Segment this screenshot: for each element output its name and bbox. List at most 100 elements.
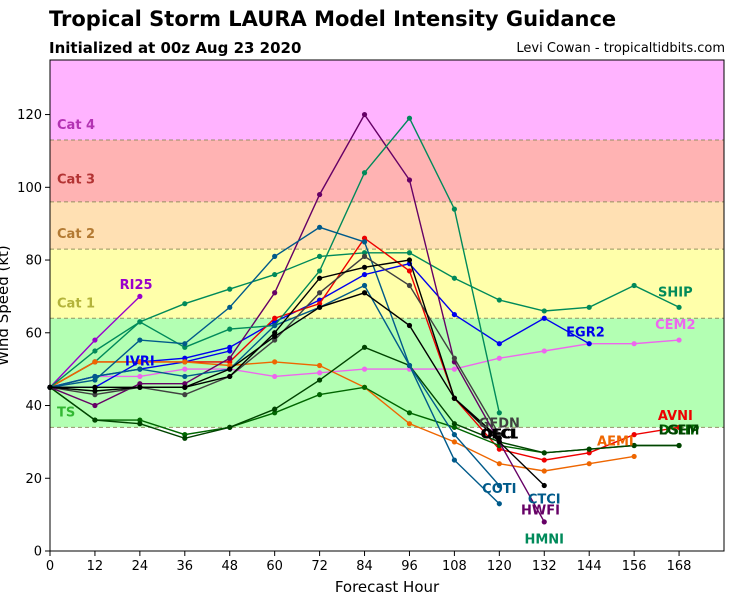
series-point-gfdn bbox=[496, 432, 502, 438]
series-point-ri25 bbox=[92, 337, 98, 343]
series-point-cem2 bbox=[182, 366, 188, 372]
series-label-ship: SHIP bbox=[658, 285, 693, 300]
x-tick-label: 12 bbox=[87, 559, 104, 574]
series-point-lgem bbox=[92, 417, 98, 423]
series-label-hwfi: HWFI bbox=[521, 504, 560, 519]
series-point-ofci bbox=[227, 373, 233, 380]
y-tick-label: 40 bbox=[25, 399, 42, 414]
series-point-ofci bbox=[496, 439, 502, 445]
series-point-lgem bbox=[182, 435, 188, 441]
series-point-ofci bbox=[317, 275, 323, 281]
series-point-ofci bbox=[541, 482, 547, 489]
x-tick-label: 72 bbox=[311, 559, 328, 574]
band-label-cat-2: Cat 2 bbox=[57, 227, 95, 242]
x-tick-label: 84 bbox=[356, 559, 373, 574]
series-point-hmni bbox=[361, 170, 368, 176]
series-label-hmni: HMNI bbox=[524, 533, 564, 548]
series-point-gfdn bbox=[272, 337, 278, 343]
band-cat-4 bbox=[50, 60, 724, 141]
series-point-ofcl bbox=[361, 290, 368, 296]
series-point-lgem bbox=[227, 424, 233, 430]
series-point-aemi bbox=[137, 359, 143, 365]
series-point-coti bbox=[92, 373, 98, 380]
x-tick-label: 60 bbox=[266, 559, 283, 574]
series-point-ofcl bbox=[137, 384, 143, 390]
series-point-ctci bbox=[317, 224, 323, 230]
series-point-cem2 bbox=[317, 370, 323, 376]
series-label-avni: AVNI bbox=[658, 409, 693, 424]
series-point-hmni bbox=[92, 348, 98, 354]
series-point-ctci bbox=[272, 253, 278, 259]
series-point-lgem bbox=[541, 450, 547, 456]
series-point-ctci bbox=[137, 337, 143, 343]
series-point-aemi bbox=[227, 362, 233, 369]
series-point-gfdn bbox=[317, 290, 323, 296]
x-tick-label: 156 bbox=[622, 559, 647, 574]
series-point-ctci bbox=[182, 341, 188, 347]
series-point-ofci bbox=[361, 264, 368, 270]
series-point-hwfi bbox=[317, 191, 323, 198]
series-point-ofcl bbox=[182, 384, 188, 390]
band-label-cat-4: Cat 4 bbox=[57, 118, 95, 133]
series-point-coti bbox=[451, 432, 457, 438]
band-ts bbox=[50, 318, 724, 428]
series-point-coti bbox=[272, 322, 278, 329]
series-point-ofci bbox=[406, 257, 413, 263]
x-tick-label: 48 bbox=[221, 559, 238, 574]
series-label-aemi: AEMI bbox=[597, 435, 634, 450]
series-label-cem2: CEM2 bbox=[655, 318, 695, 333]
y-tick-label: 100 bbox=[17, 181, 42, 196]
series-point-avni bbox=[272, 315, 278, 321]
series-point-hwfi bbox=[227, 355, 233, 361]
y-tick-label: 0 bbox=[34, 545, 42, 560]
series-point-avni bbox=[361, 235, 368, 241]
series-label-gfdn: GFDN bbox=[479, 416, 520, 431]
series-point-ship bbox=[541, 308, 547, 314]
series-point-ship bbox=[272, 271, 278, 278]
series-point-cem2 bbox=[361, 366, 368, 372]
series-point-avni bbox=[227, 359, 233, 365]
series-point-lgem bbox=[317, 377, 323, 383]
series-point-avni bbox=[586, 450, 592, 456]
series-label-ivri: IVRI bbox=[125, 355, 155, 370]
x-tick-label: 96 bbox=[401, 559, 418, 574]
series-point-ofcl bbox=[451, 395, 457, 401]
band-cat-2 bbox=[50, 201, 724, 250]
series-point-cem2 bbox=[676, 337, 682, 343]
series-point-lgem bbox=[676, 442, 682, 449]
series-point-dshp bbox=[317, 392, 323, 398]
series-point-hmni bbox=[137, 319, 143, 325]
series-point-gfdn bbox=[92, 392, 98, 398]
series-point-gfdn bbox=[361, 253, 368, 259]
series-label-coti: COTI bbox=[482, 482, 516, 497]
series-point-ctci bbox=[92, 377, 98, 383]
series-label-egr2: EGR2 bbox=[566, 325, 605, 340]
series-point-dshp bbox=[361, 384, 368, 390]
series-point-hmni bbox=[451, 206, 457, 212]
series-point-hmni bbox=[227, 326, 233, 332]
series-point-lgem bbox=[137, 421, 143, 427]
series-point-coti bbox=[406, 362, 413, 369]
series-point-dshp bbox=[451, 424, 457, 430]
series-point-ship bbox=[182, 301, 188, 307]
series-point-lgem bbox=[272, 406, 278, 412]
series-point-hwfi bbox=[361, 111, 368, 118]
plot-frame bbox=[49, 59, 725, 552]
series-point-hwfi bbox=[182, 381, 188, 387]
series-point-ofcl bbox=[227, 366, 233, 372]
series-point-coti bbox=[361, 282, 368, 289]
series-point-cem2 bbox=[496, 355, 502, 361]
series-point-ship bbox=[496, 297, 502, 303]
series-point-dshp bbox=[272, 410, 278, 416]
band-label-ts: TS bbox=[57, 405, 75, 420]
series-point-avni bbox=[541, 457, 547, 463]
series-point-avni bbox=[406, 268, 413, 274]
series-point-ofci bbox=[92, 388, 98, 394]
series-point-coti bbox=[182, 373, 188, 380]
x-tick-label: 132 bbox=[532, 559, 557, 574]
band-cat-3 bbox=[50, 140, 724, 202]
series-point-dshp bbox=[182, 432, 188, 438]
series-point-coti bbox=[137, 366, 143, 372]
chart-subtitle: Initialized at 00z Aug 23 2020 bbox=[49, 39, 302, 57]
